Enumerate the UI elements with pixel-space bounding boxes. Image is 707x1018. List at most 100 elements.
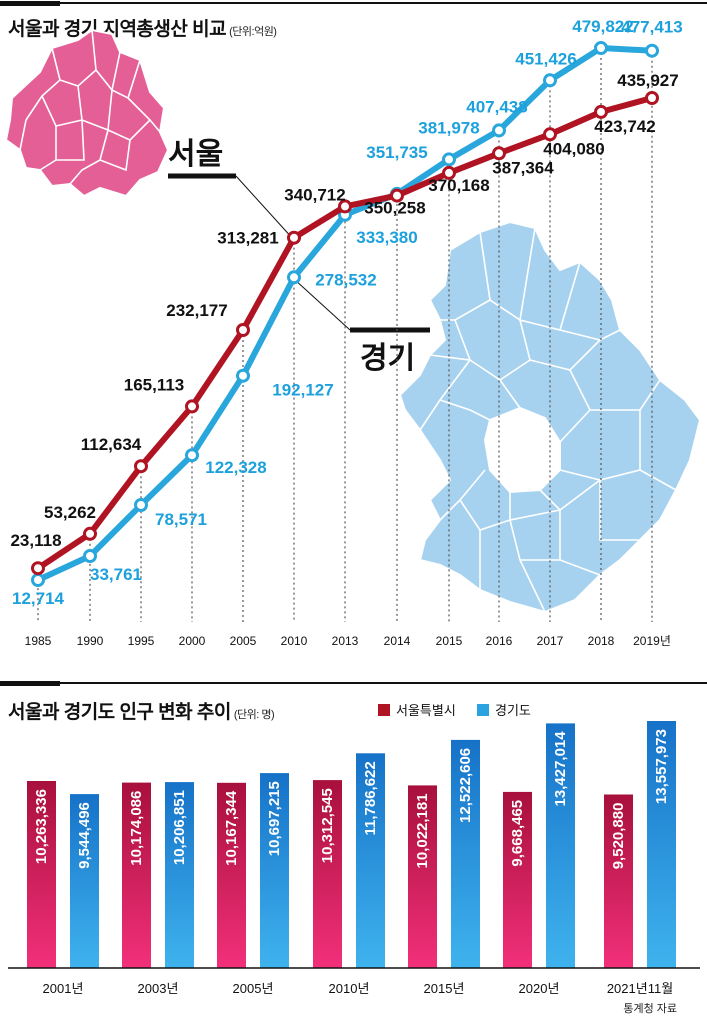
- gyeonggi-pointer-line: [293, 278, 351, 331]
- bar-x-tick-label: 2005년: [233, 981, 274, 996]
- data-label-gyeonggi: 451,426: [515, 49, 576, 68]
- bar-value-label-seoul: 9,668,465: [509, 800, 526, 867]
- bar-x-tick-label: 2003년: [138, 981, 179, 996]
- bar-x-tick-label: 2001년: [43, 981, 84, 996]
- middle-rule: [0, 682, 707, 684]
- bar-gyeonggi: [647, 721, 676, 968]
- data-label-seoul: 370,168: [428, 176, 489, 195]
- bar-value-label-seoul: 10,022,181: [414, 793, 431, 868]
- data-label-seoul: 387,364: [492, 158, 554, 177]
- bar-x-tick-label: 2010년: [329, 981, 370, 996]
- x-tick-label: 2005: [230, 634, 257, 648]
- bar-value-label-seoul: 10,263,336: [33, 789, 50, 864]
- bar-gyeonggi: [546, 723, 575, 968]
- data-point-seoul: [287, 230, 301, 245]
- legend-label-seoul: 서울특별시: [396, 703, 456, 718]
- x-tick-label: 2016: [486, 634, 513, 648]
- data-point-gyeonggi: [287, 270, 301, 285]
- legend-swatch-seoul: [378, 703, 390, 716]
- top-rule-accent: [0, 1, 60, 6]
- bar-gyeonggi: [451, 739, 480, 968]
- bar-seoul: [313, 780, 342, 968]
- bar-value-label-gyeonggi: 13,557,973: [653, 729, 670, 804]
- data-point-seoul: [134, 459, 148, 474]
- x-tick-label: 2013: [332, 634, 359, 648]
- x-tick-label: 2010: [281, 634, 308, 648]
- bar-value-label-gyeonggi: 10,206,851: [171, 790, 188, 865]
- seoul-map-illustration: [4, 28, 170, 198]
- bar-value-label-gyeonggi: 9,544,496: [76, 802, 93, 869]
- seoul-pointer-line: [235, 175, 295, 241]
- bar-gyeonggi: [70, 794, 99, 968]
- bar-value-label-gyeonggi: 11,786,622: [362, 761, 379, 835]
- x-tick-label: 2014: [384, 634, 411, 648]
- bar-x-tick-label: 2021년11월: [607, 981, 673, 996]
- data-point-seoul: [442, 165, 456, 180]
- x-tick-label: 2000: [179, 634, 206, 648]
- bar-seoul: [604, 794, 633, 968]
- x-tick-label: 1995: [128, 634, 155, 648]
- bar-seoul: [503, 791, 532, 968]
- data-point-seoul: [543, 127, 557, 142]
- legend-item-gyeonggi: 경기도: [477, 700, 531, 719]
- data-label-seoul: 423,742: [594, 117, 655, 136]
- x-tick-label: 1990: [77, 634, 104, 648]
- bar-gyeonggi: [260, 773, 289, 968]
- legend-item-seoul: 서울특별시: [378, 700, 456, 719]
- gdp-line-chart: 서울 경기 23,118 53,262 112,634 165,113 232,177 3…: [4, 17, 702, 648]
- bar-seoul: [122, 782, 151, 968]
- bottom-chart-title: 서울과 경기도 인구 변화 추이 (단위: 명): [8, 702, 275, 723]
- data-point-seoul: [185, 399, 199, 414]
- x-tick-label: 2018: [588, 634, 615, 648]
- x-tick-label: 2019년: [633, 634, 671, 648]
- data-label-gyeonggi: 192,127: [272, 381, 333, 400]
- data-point-seoul: [390, 188, 404, 203]
- data-point-seoul: [236, 323, 250, 337]
- data-label-seoul: 165,113: [124, 375, 185, 394]
- data-label-seoul: 404,080: [543, 139, 604, 158]
- bar-gyeonggi: [356, 753, 385, 968]
- data-point-seoul: [645, 91, 659, 105]
- bar-value-label-seoul: 9,520,880: [610, 803, 627, 870]
- data-point-gyeonggi: [594, 41, 608, 55]
- data-point-gyeonggi: [492, 123, 506, 138]
- data-point-gyeonggi: [645, 43, 659, 58]
- bar-value-label-seoul: 10,174,086: [128, 791, 145, 866]
- data-point-gyeonggi: [236, 368, 250, 383]
- middle-rule-accent: [0, 681, 60, 686]
- data-label-gyeonggi: 351,735: [366, 143, 427, 162]
- data-label-gyeonggi: 12,714: [12, 589, 65, 608]
- bar-gyeonggi: [165, 782, 194, 968]
- data-point-seoul: [338, 199, 352, 214]
- x-tick-label: 1985: [25, 634, 52, 648]
- data-label-gyeonggi: 407,438: [466, 97, 527, 116]
- bar-x-tick-label: 2015년: [424, 981, 465, 996]
- bar-x-tick-label: 2020년: [519, 981, 560, 996]
- data-label-gyeonggi: 122,328: [205, 458, 266, 477]
- legend-swatch-gyeonggi: [477, 703, 489, 716]
- seoul-region-label: 서울: [168, 138, 223, 171]
- data-label-gyeonggi: 381,978: [418, 118, 479, 137]
- source-note: 통계청 자료: [623, 1003, 677, 1015]
- data-label-gyeonggi: 78,571: [155, 510, 207, 529]
- x-tick-label: 2015: [436, 634, 463, 648]
- bar-seoul: [217, 782, 246, 968]
- bar-seoul: [27, 781, 56, 968]
- data-point-gyeonggi: [83, 549, 97, 563]
- data-label-seoul: 53,262: [44, 503, 96, 522]
- bar-seoul: [408, 785, 437, 968]
- data-point-seoul: [31, 561, 45, 576]
- data-label-seoul: 232,177: [166, 301, 227, 320]
- x-tick-label: 2017: [537, 634, 564, 648]
- data-label-seoul: 313,281: [217, 229, 278, 248]
- data-label-seoul: 340,712: [284, 185, 345, 204]
- top-chart-title: 서울과 경기 지역총생산 비교 (단위:억원): [8, 19, 277, 40]
- data-point-gyeonggi: [442, 152, 456, 167]
- data-point-seoul: [83, 526, 97, 541]
- data-label-seoul: 350,258: [364, 199, 425, 218]
- data-label-seoul: 23,118: [10, 531, 61, 550]
- data-label-gyeonggi: 479,822: [572, 17, 633, 36]
- bar-value-label-seoul: 10,312,545: [319, 788, 336, 863]
- data-label-gyeonggi: 278,532: [315, 270, 376, 289]
